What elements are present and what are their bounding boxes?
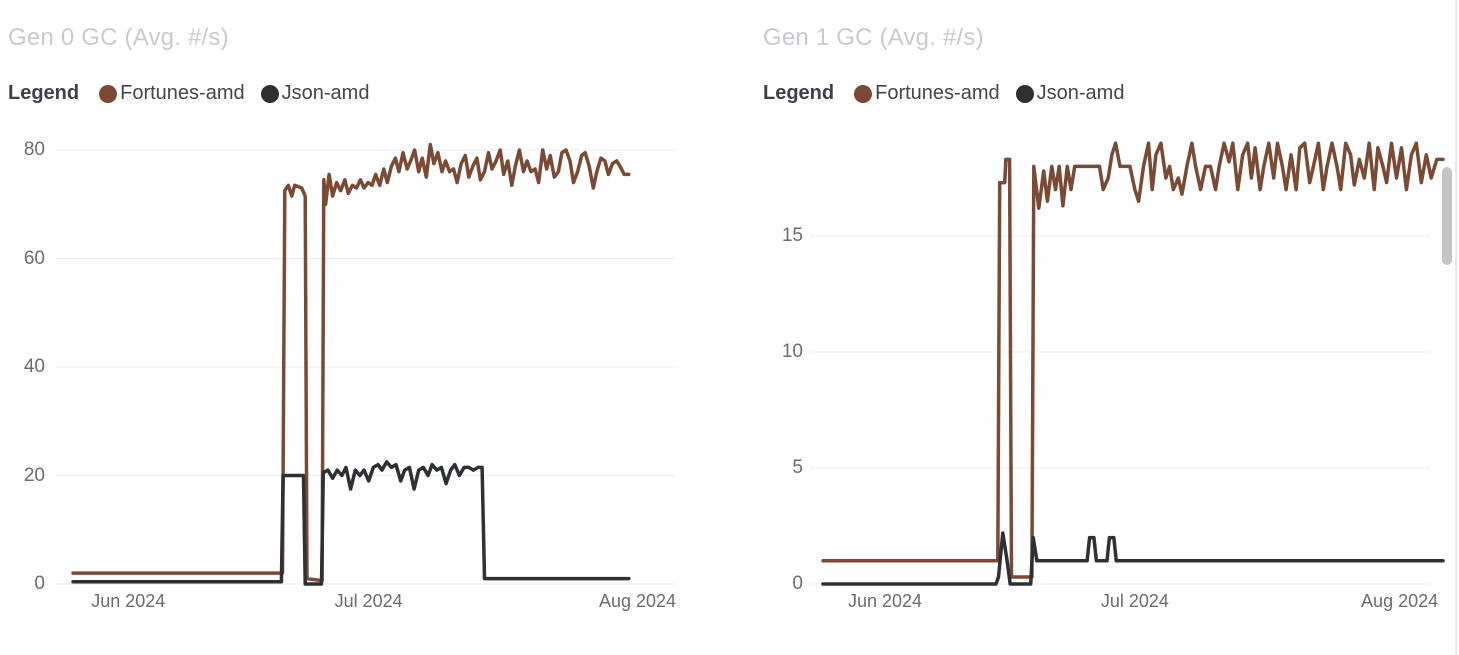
legend-item-label: Json-amd [1036, 82, 1125, 104]
y-tick-label: 20 [23, 464, 45, 486]
chart-panel-gen0: Gen 0 GC (Avg. #/s) Legend Fortunes-amd … [0, 0, 700, 655]
legend: Legend Fortunes-amd Json-amd [763, 82, 1140, 105]
line-chart-gen0 [55, 142, 675, 586]
line-chart-gen1 [810, 141, 1445, 586]
x-tick-label: Jul 2024 [334, 591, 403, 611]
legend-label: Legend [763, 82, 835, 104]
series-color-dot [99, 84, 118, 103]
chart-title: Gen 0 GC (Avg. #/s) [8, 24, 229, 51]
legend-item-label: Json-amd [281, 82, 370, 104]
y-tick-label: 60 [23, 247, 45, 269]
y-tick-label: 0 [34, 573, 45, 594]
chart-panel-gen1: Gen 1 GC (Avg. #/s) Legend Fortunes-amd … [755, 0, 1455, 655]
x-tick-label: Jun 2024 [847, 591, 923, 611]
y-tick-label: 80 [23, 139, 45, 160]
y-tick-label: 40 [23, 356, 45, 377]
x-tick-label: Aug 2024 [1361, 591, 1439, 611]
series-line-fortunes-amd [71, 142, 631, 583]
legend: Legend Fortunes-amd Json-amd [8, 82, 385, 105]
window-edge-divider [1455, 0, 1457, 655]
series-line-fortunes-amd [821, 141, 1445, 579]
legend-item-fortunes-amd[interactable]: Fortunes-amd [854, 82, 1000, 105]
legend-item-fortunes-amd[interactable]: Fortunes-amd [99, 82, 245, 105]
series-color-dot [260, 84, 279, 103]
legend-item-json-amd[interactable]: Json-amd [260, 82, 370, 105]
chart-title: Gen 1 GC (Avg. #/s) [763, 24, 984, 51]
series-line-json-amd [821, 531, 1445, 586]
plot-area: 0 5 10 15 Jun 2024 Jul 2024 Aug 2024 [782, 125, 1458, 611]
legend-label: Legend [8, 82, 80, 104]
x-tick-label: Jun 2024 [91, 591, 166, 611]
legend-item-label: Fortunes-amd [875, 82, 1000, 104]
vertical-scrollbar-thumb[interactable] [1442, 167, 1452, 265]
y-tick-label: 10 [781, 341, 803, 362]
series-line-json-amd [71, 460, 631, 586]
legend-item-json-amd[interactable]: Json-amd [1015, 82, 1125, 105]
plot-area: 0 20 40 60 80 Jun 2024 Jul 2024 Aug 2024 [24, 125, 703, 611]
series-color-dot [1015, 84, 1034, 103]
x-tick-label: Jul 2024 [1100, 591, 1169, 611]
y-tick-label: 5 [792, 457, 803, 478]
legend-item-label: Fortunes-amd [120, 82, 245, 104]
series-color-dot [854, 84, 873, 103]
x-tick-label: Aug 2024 [598, 591, 677, 611]
y-tick-label: 15 [781, 225, 803, 246]
y-tick-label: 0 [792, 573, 803, 594]
